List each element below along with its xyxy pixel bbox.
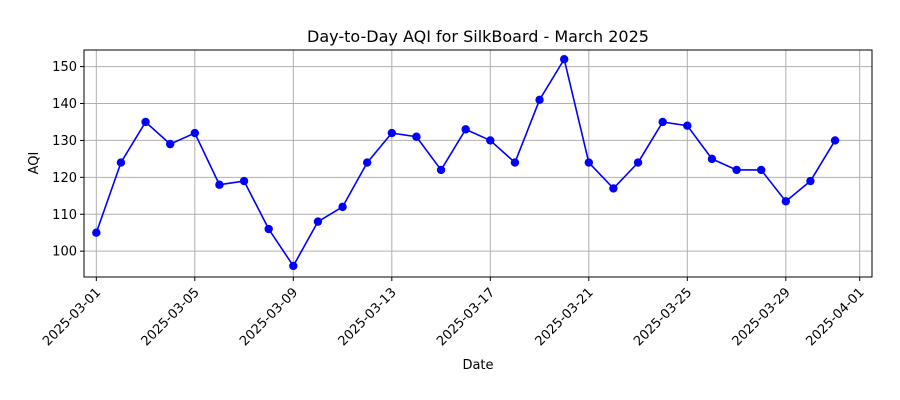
data-point — [461, 125, 470, 134]
data-point — [412, 132, 421, 141]
data-point — [92, 228, 101, 237]
data-point — [289, 261, 298, 271]
data-point — [387, 128, 397, 138]
data-point — [683, 121, 692, 130]
data-point — [239, 176, 249, 186]
y-tick-label: 120 — [52, 171, 77, 186]
y-axis-label: AQI — [27, 152, 42, 175]
data-point — [707, 154, 717, 164]
data-point — [116, 158, 126, 167]
data-point — [658, 117, 667, 127]
data-point — [165, 139, 175, 149]
data-point — [313, 217, 323, 226]
data-point — [559, 55, 569, 64]
x-tick-label: 2025-03-13 — [336, 285, 400, 349]
data-point — [535, 95, 544, 105]
data-point — [486, 136, 495, 145]
data-point — [264, 224, 273, 234]
data-point — [338, 202, 347, 212]
x-tick-label: 2025-03-09 — [237, 285, 301, 349]
y-tick-label: 130 — [52, 134, 77, 149]
y-tick-label: 150 — [52, 60, 77, 75]
x-tick-label: 2025-03-21 — [533, 285, 597, 349]
series-aqi — [92, 55, 840, 271]
plot-frame — [83, 49, 873, 278]
x-axis: 2025-03-01 2025-03-05 2025-03-09 2025-03-13… — [40, 277, 868, 349]
data-point — [756, 165, 766, 175]
data-point — [141, 117, 150, 127]
x-axis-label: Date — [462, 358, 493, 373]
x-tick-label: 2025-03-05 — [139, 285, 203, 349]
data-point — [436, 165, 446, 175]
y-axis: 100 110 120 130 140 150 — [52, 60, 84, 260]
chart-title: Day-to-Day AQI for SilkBoard - March 202… — [307, 27, 649, 46]
data-point — [215, 180, 224, 189]
grid-lines — [84, 50, 872, 277]
data-point — [510, 158, 520, 167]
data-point — [830, 136, 840, 145]
x-tick-label: 2025-03-29 — [730, 285, 794, 349]
x-tick-label: 2025-03-17 — [434, 285, 498, 349]
x-tick-label: 2025-04-01 — [803, 285, 867, 349]
data-point — [806, 176, 815, 186]
data-point — [362, 158, 372, 167]
y-tick-label: 140 — [52, 97, 77, 112]
x-tick-label: 2025-03-01 — [40, 285, 104, 349]
y-tick-label: 110 — [52, 208, 77, 223]
data-point — [781, 197, 791, 206]
y-tick-label: 100 — [52, 245, 77, 260]
series-line — [95, 58, 836, 267]
data-point — [732, 165, 741, 175]
data-point — [633, 158, 643, 167]
data-point — [190, 128, 200, 138]
data-point — [584, 158, 594, 167]
data-point — [609, 184, 618, 193]
x-tick-label: 2025-03-25 — [631, 285, 695, 349]
